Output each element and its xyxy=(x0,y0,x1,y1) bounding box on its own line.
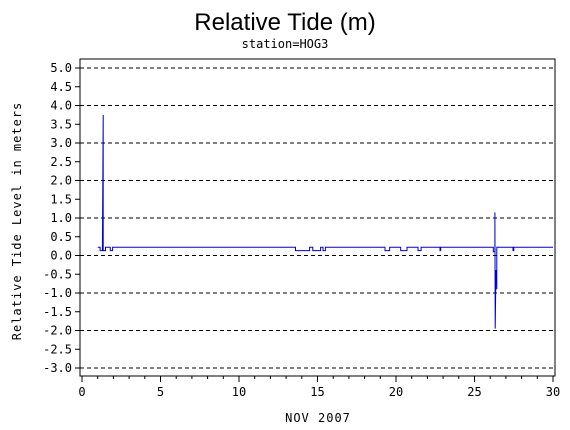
y-tick-label: 3.5 xyxy=(50,117,72,131)
y-tick-label: 4.0 xyxy=(50,99,72,113)
x-axis: 0 5 10 15 20 25 30 xyxy=(78,376,560,399)
x-tick-label: 10 xyxy=(232,385,246,399)
y-tick-label: 1.0 xyxy=(50,211,72,225)
x-tick-label: 15 xyxy=(310,385,324,399)
y-tick-label: -1.0 xyxy=(43,286,72,300)
y-tick-label: 0.5 xyxy=(50,230,72,244)
y-tick-label: 5.0 xyxy=(50,61,72,75)
x-axis-label: NOV 2007 xyxy=(285,411,351,425)
x-tick-label: 20 xyxy=(389,385,403,399)
y-axis-label: Relative Tide Level in meters xyxy=(10,102,24,341)
y-tick-label: 3.0 xyxy=(50,136,72,150)
y-tick-label: -1.5 xyxy=(43,305,72,319)
y-tick-label: -2.0 xyxy=(43,324,72,338)
y-tick-label: 1.5 xyxy=(50,192,72,206)
y-tick-label: -2.5 xyxy=(43,342,72,356)
y-axis: 5.0 4.5 4.0 3.5 3.0 2.5 2.0 1.5 1.0 0.5 0.0 -0.5 -1.… xyxy=(43,61,80,375)
gridlines xyxy=(80,67,555,369)
x-tick-label: 25 xyxy=(467,385,481,399)
y-tick-label: 2.5 xyxy=(50,155,72,169)
y-tick-label: 4.5 xyxy=(50,80,72,94)
x-tick-label: 5 xyxy=(157,385,164,399)
chart-subtitle: station=HOG3 xyxy=(242,37,329,51)
y-tick-label: -0.5 xyxy=(43,267,72,281)
y-tick-label: 2.0 xyxy=(50,174,72,188)
x-tick-label: 30 xyxy=(546,385,560,399)
y-tick-label: 0.0 xyxy=(50,249,72,263)
chart-title: Relative Tide (m) xyxy=(194,9,375,36)
x-tick-label: 0 xyxy=(78,385,85,399)
y-tick-label: -3.0 xyxy=(43,361,72,375)
series-layer xyxy=(97,114,553,329)
tide-series-line xyxy=(97,114,553,329)
